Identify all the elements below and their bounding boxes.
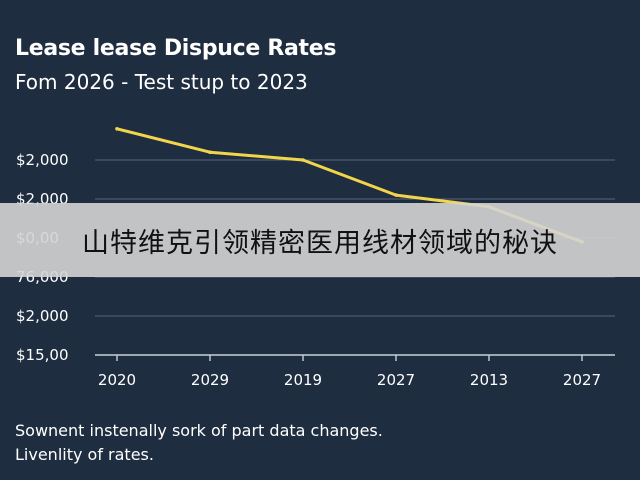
caption-banner: 山特维克引领精密医用线材领域的秘诀 [0, 203, 640, 277]
footnote-line-2: Livenlity of rates. [15, 445, 154, 464]
x-axis-ticks: 2020 2029 2019 2027 2013 2027 [98, 355, 601, 389]
banner-text: 山特维克引领精密医用线材领域的秘诀 [82, 227, 558, 259]
x-tick-label: 2019 [284, 371, 322, 389]
chart-subtitle: Fom 2026 - Test stup to 2023 [15, 70, 308, 94]
data-point [301, 158, 305, 162]
x-tick-label: 2029 [191, 371, 229, 389]
data-point [115, 127, 119, 131]
data-point [208, 150, 212, 154]
x-tick-label: 2020 [98, 371, 136, 389]
y-tick-label: $2,000 [16, 151, 69, 169]
y-tick-label: $2,000 [16, 307, 69, 325]
footnote-line-1: Sownent instenally sork of part data cha… [15, 421, 383, 440]
x-tick-label: 2013 [470, 371, 508, 389]
data-point [394, 193, 398, 197]
x-tick-label: 2027 [377, 371, 415, 389]
x-tick-label: 2027 [563, 371, 601, 389]
chart-title: Lease lease Dispuce Rates [15, 36, 337, 61]
y-tick-label: $15,00 [16, 346, 69, 364]
